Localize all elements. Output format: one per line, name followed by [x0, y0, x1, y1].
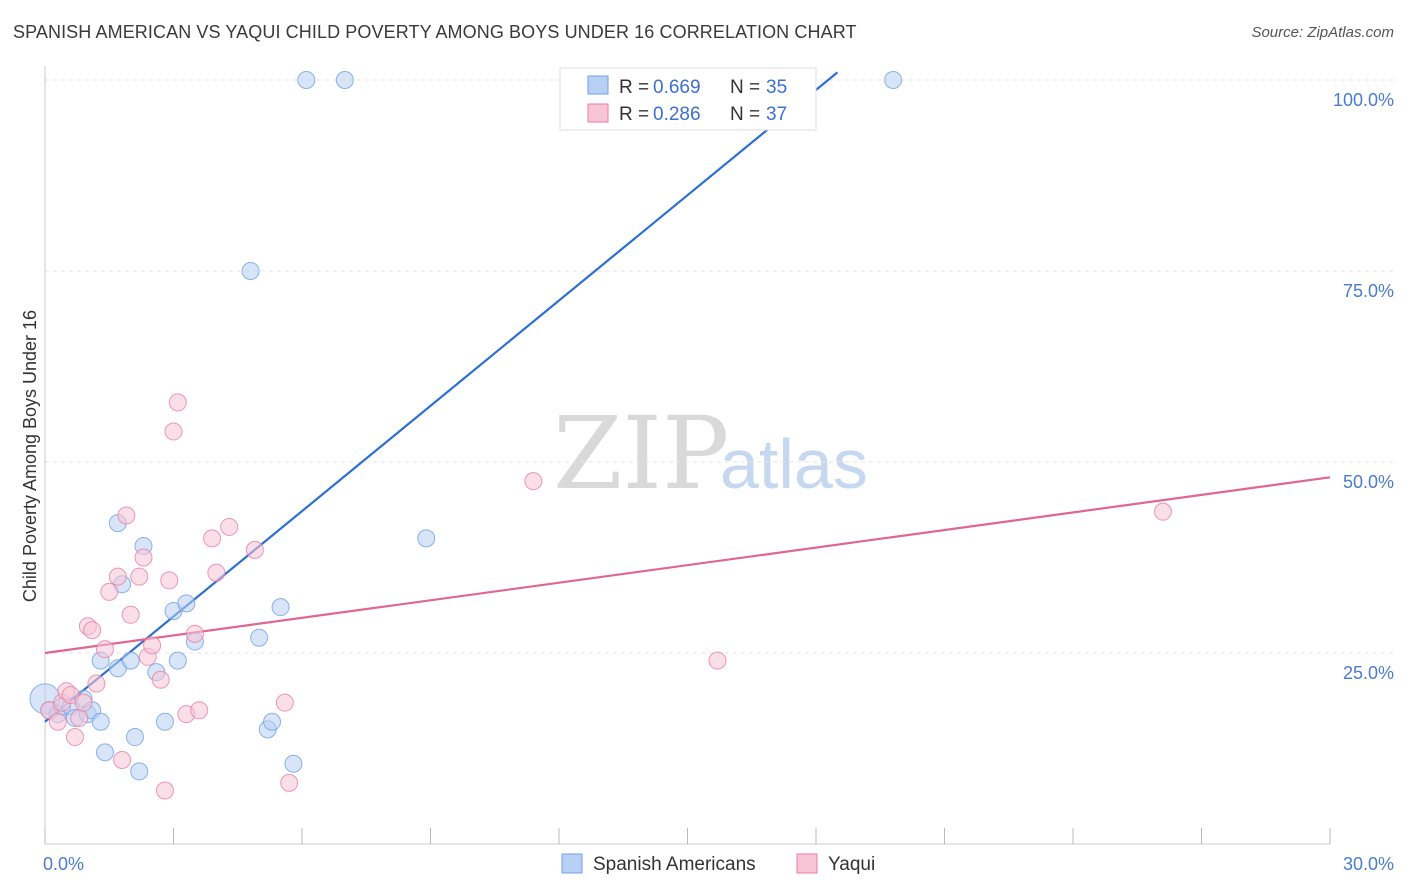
point-yaqui — [524, 472, 543, 491]
point-spanish-americans — [125, 728, 144, 747]
scatter-points — [29, 71, 1172, 800]
point-yaqui — [143, 636, 162, 655]
point-yaqui — [164, 422, 183, 441]
point-spanish-americans — [121, 651, 140, 670]
y-tick-label: 100.0% — [1333, 90, 1394, 110]
point-yaqui — [245, 540, 264, 559]
point-yaqui — [1153, 502, 1172, 521]
point-yaqui — [65, 728, 84, 747]
point-yaqui — [155, 781, 174, 800]
gridlines — [45, 79, 1395, 654]
chart-title: SPANISH AMERICAN VS YAQUI CHILD POVERTY … — [13, 22, 857, 42]
point-yaqui — [100, 582, 119, 601]
point-yaqui — [130, 567, 149, 586]
point-yaqui — [113, 750, 132, 769]
point-yaqui — [121, 605, 140, 624]
y-tick-label: 25.0% — [1343, 663, 1394, 683]
watermark-atlas: atlas — [720, 425, 868, 503]
point-yaqui — [151, 670, 170, 689]
point-yaqui — [95, 640, 114, 659]
y-tick-label: 75.0% — [1343, 281, 1394, 301]
tick-labels: 25.0% 50.0% 75.0% 100.0% 0.0% 30.0% — [43, 90, 1394, 874]
point-yaqui — [708, 651, 727, 670]
point-yaqui — [83, 621, 102, 640]
watermark-zip: ZIP — [553, 395, 729, 512]
point-spanish-americans — [130, 762, 149, 781]
legend-swatch-yaqui — [587, 103, 609, 123]
legend-r-label-yaqui: R = — [619, 104, 649, 125]
point-spanish-americans — [91, 712, 110, 731]
x-tick-label: 0.0% — [43, 854, 84, 874]
point-spanish-americans — [250, 628, 269, 647]
point-spanish-americans — [297, 71, 316, 89]
legend-n-value-yaqui: 37 — [766, 104, 787, 125]
point-spanish-americans — [884, 71, 903, 89]
point-yaqui — [190, 701, 209, 720]
bottom-legend-label-yaqui: Yaqui — [828, 854, 875, 875]
trendline-yaqui — [44, 476, 1331, 655]
point-yaqui — [207, 563, 226, 582]
point-yaqui — [168, 393, 187, 412]
point-yaqui — [108, 567, 127, 586]
point-yaqui — [220, 517, 239, 536]
bottom-legend-swatch-spanish — [561, 853, 583, 874]
point-spanish-americans — [155, 712, 174, 731]
source-label: Source: ZipAtlas.com — [1251, 24, 1394, 41]
bottom-legend-swatch-yaqui — [796, 853, 818, 874]
legend-swatch-spanish — [587, 75, 609, 95]
point-yaqui — [203, 529, 222, 548]
legend-n-value-spanish: 35 — [766, 77, 787, 98]
point-yaqui — [117, 506, 136, 525]
point-yaqui — [160, 571, 179, 590]
stats-legend: R = 0.669 N = 35 R = 0.286 N = 37 — [559, 67, 817, 131]
y-axis-label: Child Poverty Among Boys Under 16 — [20, 310, 40, 602]
point-spanish-americans — [168, 651, 187, 670]
legend-r-label-spanish: R = — [619, 77, 649, 98]
x-tick-label: 30.0% — [1343, 854, 1394, 874]
series-legend: Spanish Americans Yaqui — [561, 853, 875, 875]
point-yaqui — [74, 693, 93, 712]
legend-n-label-spanish: N = — [730, 77, 760, 98]
point-yaqui — [275, 693, 294, 712]
point-yaqui — [185, 624, 204, 643]
point-spanish-americans — [335, 71, 354, 89]
legend-r-value-spanish: 0.669 — [653, 77, 701, 98]
point-spanish-americans — [271, 598, 290, 617]
point-yaqui — [48, 712, 67, 731]
point-spanish-americans — [241, 262, 260, 280]
point-yaqui — [134, 548, 153, 567]
point-yaqui — [280, 773, 299, 792]
point-spanish-americans — [263, 712, 282, 731]
point-yaqui — [87, 674, 106, 693]
y-tick-label: 50.0% — [1343, 472, 1394, 492]
legend-n-label-yaqui: N = — [730, 104, 760, 125]
bottom-legend-label-spanish: Spanish Americans — [593, 854, 756, 875]
point-spanish-americans — [95, 743, 114, 762]
point-spanish-americans — [177, 594, 196, 613]
point-yaqui — [70, 708, 89, 727]
point-spanish-americans — [417, 529, 436, 548]
point-spanish-americans — [284, 754, 303, 773]
legend-r-value-yaqui: 0.286 — [653, 104, 701, 125]
